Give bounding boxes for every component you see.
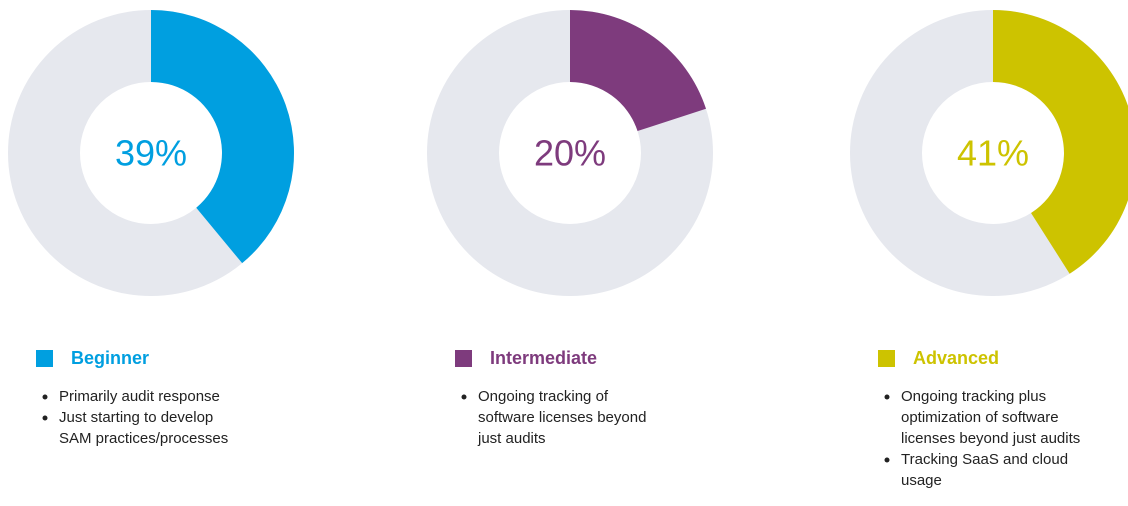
donut-segment — [151, 10, 294, 264]
legend-label: Advanced — [913, 348, 999, 368]
donut-segment — [993, 10, 1128, 274]
bullet-text: Tracking SaaS and cloud — [901, 451, 1068, 468]
bullet-text: SAM practices/processes — [59, 430, 228, 447]
bullet-dot — [884, 457, 890, 463]
center-label: 20% — [534, 133, 606, 174]
bullet-text: just audits — [477, 430, 546, 447]
bullet-text: licenses beyond just audits — [901, 430, 1080, 447]
bullet-text: software licenses beyond — [478, 409, 646, 426]
legend-swatch — [878, 350, 895, 367]
legend-label: Intermediate — [490, 348, 597, 368]
bullet-text: Ongoing tracking plus — [901, 388, 1046, 405]
bullet-text: Ongoing tracking of — [478, 388, 609, 405]
center-label: 41% — [957, 133, 1029, 174]
legend-swatch — [36, 350, 53, 367]
bullet-dot — [461, 394, 467, 400]
bullet-text: Primarily audit response — [59, 388, 220, 405]
bullet-text: Just starting to develop — [59, 409, 213, 426]
bullet-text: optimization of software — [901, 409, 1059, 426]
bullet-dot — [884, 394, 890, 400]
donut-segment — [570, 10, 707, 132]
legend-label: Beginner — [71, 348, 149, 368]
center-label: 39% — [115, 133, 187, 174]
legend-swatch — [455, 350, 472, 367]
bullet-dot — [42, 394, 48, 400]
bullet-text: usage — [901, 472, 942, 489]
bullet-dot — [42, 415, 48, 421]
